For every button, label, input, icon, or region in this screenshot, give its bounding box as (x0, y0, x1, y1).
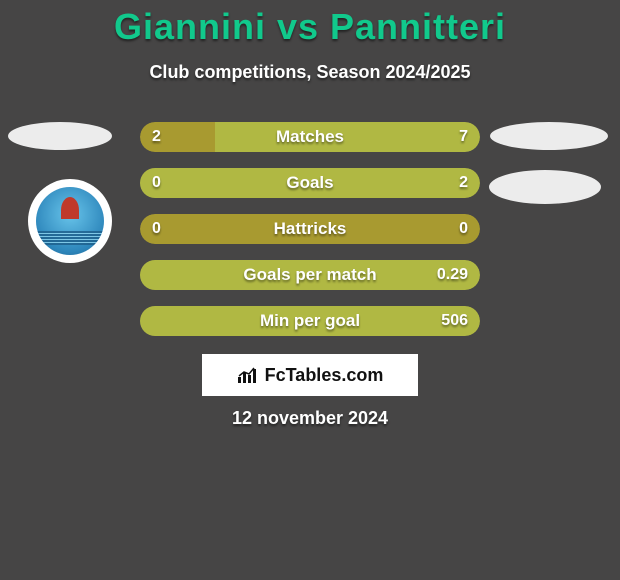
stat-row: Min per goal506 (140, 306, 480, 336)
stats-container: Matches27 Goals02 Hattricks00 Goals per mat… (140, 122, 480, 352)
bar-left-fill (140, 122, 215, 152)
player-right-avatar (490, 122, 608, 150)
date-line: 12 november 2024 (0, 408, 620, 429)
watermark: FcTables.com (202, 354, 418, 396)
stat-row: Hattricks00 (140, 214, 480, 244)
bar-right-fill (140, 260, 480, 290)
page-subtitle: Club competitions, Season 2024/2025 (0, 62, 620, 83)
stat-row: Goals per match0.29 (140, 260, 480, 290)
bar-right-fill (215, 122, 480, 152)
stat-row: Matches27 (140, 122, 480, 152)
bars-icon (237, 366, 259, 384)
club-left-badge (28, 179, 112, 263)
bar-right-fill (140, 168, 480, 198)
stat-row: Goals02 (140, 168, 480, 198)
bar-right-fill (140, 306, 480, 336)
bar-bg (140, 214, 480, 244)
page-title: Giannini vs Pannitteri (0, 0, 620, 48)
club-badge-inner (36, 187, 104, 255)
club-right-avatar (489, 170, 601, 204)
watermark-text: FcTables.com (265, 365, 384, 386)
player-left-avatar (8, 122, 112, 150)
